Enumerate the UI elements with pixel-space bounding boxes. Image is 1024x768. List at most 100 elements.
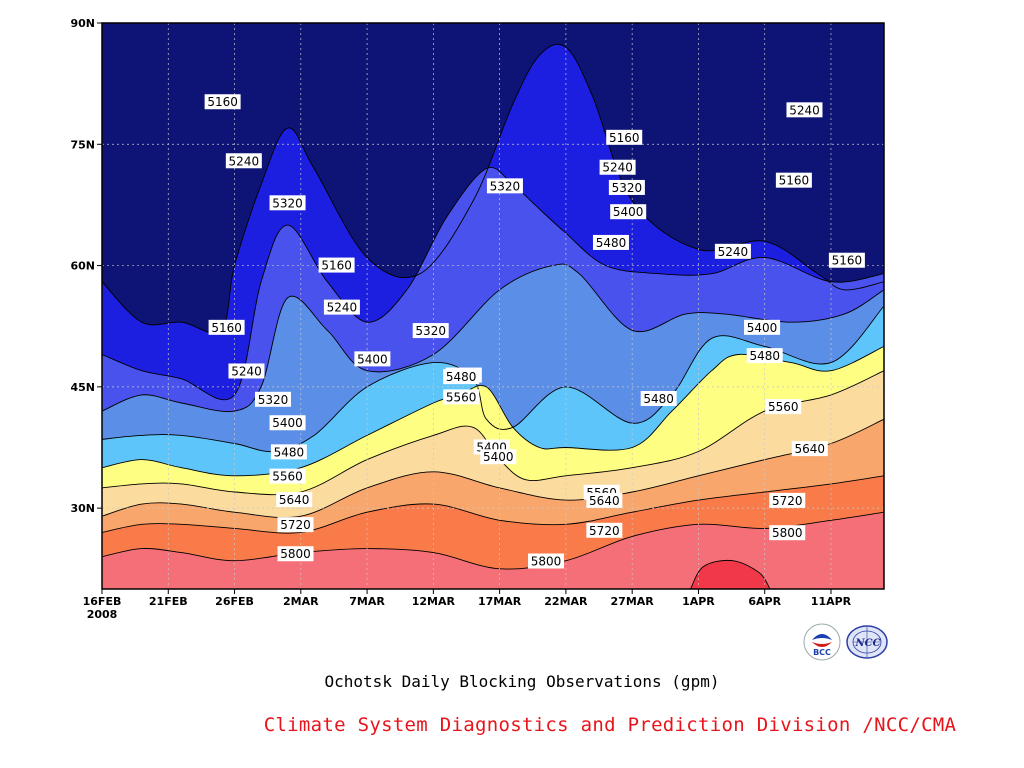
contour-label-text: 5400 <box>747 321 778 335</box>
x-tick-label: 27MAR <box>611 595 655 608</box>
contour-label-text: 5480 <box>596 236 627 250</box>
x-tick-label: 7MAR <box>349 595 385 608</box>
contour-label: 5480 <box>640 390 677 406</box>
contour-label-text: 5720 <box>589 524 620 538</box>
contour-label: 5160 <box>828 252 865 268</box>
contour-label: 5800 <box>769 525 806 541</box>
contour-label-text: 5160 <box>779 174 810 188</box>
contour-label-box <box>608 179 645 195</box>
contour-label-box <box>586 492 623 508</box>
contour-label-box <box>277 517 314 533</box>
contour-label-text: 5160 <box>832 254 863 268</box>
y-tick-label: 60N <box>70 260 95 273</box>
contour-fill-5800 <box>102 512 884 589</box>
x-tick-label: 22MAR <box>544 595 588 608</box>
contour-label-text: 5800 <box>772 526 803 540</box>
contour-label-text: 5720 <box>280 518 311 532</box>
contour-label: 5160 <box>318 257 355 273</box>
contour-label-box <box>208 319 245 335</box>
contour-label-box <box>640 390 677 406</box>
contour-label: 5400 <box>744 319 781 335</box>
plot-area: 5160 5160 5160 5160 5160 5160 5240 5240 5240 5240… <box>102 23 884 589</box>
bcc-logo: BCC <box>803 623 841 661</box>
contour-label-box <box>323 299 360 315</box>
contour-label: 5400 <box>610 204 647 220</box>
contour-label-box <box>480 449 517 465</box>
x-tick-label: 2MAR <box>283 595 319 608</box>
contour-label-text: 5640 <box>279 493 310 507</box>
contour-label-text: 5320 <box>490 179 521 193</box>
contour-label: 5720 <box>769 492 806 508</box>
contour-label: 5240 <box>786 102 823 118</box>
contour-label-box <box>254 391 291 407</box>
contour-line-5640 <box>102 418 884 519</box>
x-tick-label: 1APR <box>682 595 715 608</box>
contour-label: 5560 <box>269 468 306 484</box>
contour-label-box <box>746 348 783 364</box>
contour-label-text: 5720 <box>772 494 803 508</box>
contour-label-box <box>443 389 480 405</box>
contour-label: 5240 <box>225 153 262 169</box>
contour-label: 5240 <box>323 299 360 315</box>
contour-label-box <box>318 257 355 273</box>
contour-label-box <box>786 102 823 118</box>
contour-label-box <box>269 415 306 431</box>
contour-label-text: 5240 <box>229 154 260 168</box>
ncc-logo-text: NCC <box>854 638 880 649</box>
contour-label-box <box>775 172 812 188</box>
y-tick-label: 45N <box>70 381 95 394</box>
contour-label-text: 5640 <box>589 494 620 508</box>
contour-label: 5160 <box>606 129 643 145</box>
x-year-label: 2008 <box>87 608 118 621</box>
contour-label-text: 5480 <box>446 370 477 384</box>
contour-label-text: 5800 <box>531 555 562 569</box>
contour-label: 5320 <box>608 179 645 195</box>
contour-label-text: 5480 <box>643 392 674 406</box>
contour-label: 5720 <box>586 522 623 538</box>
contour-label: 5400 <box>354 351 391 367</box>
x-tick-label: 26FEB <box>215 595 254 608</box>
chart-title: Ochotsk Daily Blocking Observations (gpm… <box>324 672 720 691</box>
contour-label-box <box>599 159 636 175</box>
contour-label-text: 5800 <box>280 547 311 561</box>
contour-line-5720 <box>102 475 884 534</box>
contour-label-box <box>486 178 523 194</box>
bcc-logo-text: BCC <box>813 648 831 657</box>
contour-line-5480 <box>102 345 884 477</box>
contour-label-text: 5160 <box>211 321 242 335</box>
contour-labels: 5160 5160 5160 5160 5160 5160 5240 5240 5240 5240… <box>204 94 865 569</box>
contour-label-box <box>610 204 647 220</box>
contour-label-text: 5320 <box>258 393 289 407</box>
contour-label: 5400 <box>480 449 517 465</box>
contour-label: 5240 <box>228 363 265 379</box>
contour-label-text: 5480 <box>749 349 780 363</box>
y-tick-label: 30N <box>70 502 95 515</box>
contour-label-text: 5320 <box>612 181 643 195</box>
contour-label: 5160 <box>208 319 245 335</box>
contour-label-text: 5560 <box>446 390 477 404</box>
x-tick-label: 17MAR <box>478 595 522 608</box>
contour-label-box <box>769 492 806 508</box>
contour-label-text: 5560 <box>272 470 303 484</box>
contour-label: 5320 <box>254 391 291 407</box>
contour-label: 5480 <box>270 444 307 460</box>
contour-label-box <box>528 553 565 569</box>
contour-label-text: 5320 <box>272 196 303 210</box>
footer-credit: Climate System Diagnostics and Predictio… <box>263 714 957 736</box>
contour-label: 5160 <box>204 94 241 110</box>
contour-label: 5480 <box>592 234 629 250</box>
contour-label-box <box>269 195 306 211</box>
contour-line-5880 <box>690 559 771 589</box>
contour-label-box <box>269 468 306 484</box>
contour-label: 5320 <box>486 178 523 194</box>
contour-label: 5240 <box>599 159 636 175</box>
contour-label-box <box>277 546 314 562</box>
contour-label-box <box>412 323 449 339</box>
contour-label-text: 5560 <box>768 400 799 414</box>
contour-line-5320 <box>102 263 884 413</box>
contour-label-text: 5240 <box>718 245 749 259</box>
contour-label-text: 5320 <box>415 324 446 338</box>
contour-label-box <box>276 492 313 508</box>
contour-label: 5240 <box>714 243 751 259</box>
